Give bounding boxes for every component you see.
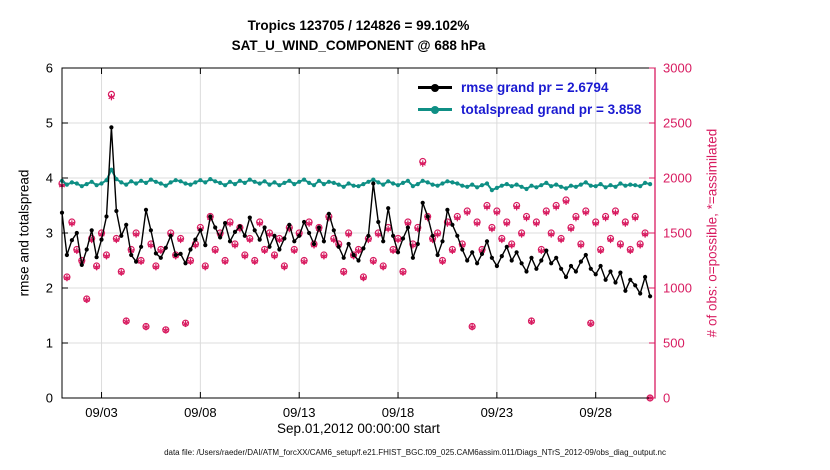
svg-text:3000: 3000: [663, 61, 692, 76]
title-line2: SAT_U_WIND_COMPONENT @ 688 hPa: [231, 38, 486, 53]
svg-text:2: 2: [46, 281, 53, 296]
svg-text:4: 4: [46, 171, 53, 186]
x-axis-label: Sep.01,2012 00:00:00 start: [277, 421, 440, 436]
svg-text:0: 0: [663, 391, 670, 406]
svg-text:09/03: 09/03: [85, 405, 118, 420]
chart-title: Tropics 123705 / 124826 = 99.102% SAT_U_…: [62, 16, 655, 56]
svg-text:09/28: 09/28: [579, 405, 612, 420]
legend-item-rmse: rmse grand pr = 2.6794: [418, 80, 641, 95]
svg-text:09/23: 09/23: [481, 405, 514, 420]
svg-text:1500: 1500: [663, 226, 692, 241]
title-line1: Tropics 123705 / 124826 = 99.102%: [247, 18, 470, 33]
svg-text:500: 500: [663, 336, 685, 351]
totalspread-line-marker-icon: [418, 105, 452, 114]
svg-text:09/13: 09/13: [283, 405, 316, 420]
left-axis-label: rmse and totalspread: [16, 169, 32, 297]
svg-text:3: 3: [46, 226, 53, 241]
svg-text:09/18: 09/18: [382, 405, 415, 420]
svg-text:09/08: 09/08: [184, 405, 217, 420]
legend: rmse grand pr = 2.6794 totalspread grand…: [418, 80, 641, 117]
data-file-caption: data file: /Users/raeder/DAI/ATM_forcXX/…: [164, 448, 666, 457]
right-axis-label: # of obs: o=possible, *=assimilated: [704, 128, 720, 338]
svg-text:6: 6: [46, 61, 53, 76]
svg-text:0: 0: [46, 391, 53, 406]
svg-text:1: 1: [46, 336, 53, 351]
svg-text:2500: 2500: [663, 116, 692, 131]
legend-label-totalspread: totalspread grand pr = 3.858: [461, 102, 642, 117]
legend-label-rmse: rmse grand pr = 2.6794: [461, 80, 609, 95]
svg-text:1000: 1000: [663, 281, 692, 296]
svg-text:5: 5: [46, 116, 53, 131]
legend-item-totalspread: totalspread grand pr = 3.858: [418, 102, 641, 117]
svg-text:2000: 2000: [663, 171, 692, 186]
rmse-line-marker-icon: [418, 83, 452, 92]
